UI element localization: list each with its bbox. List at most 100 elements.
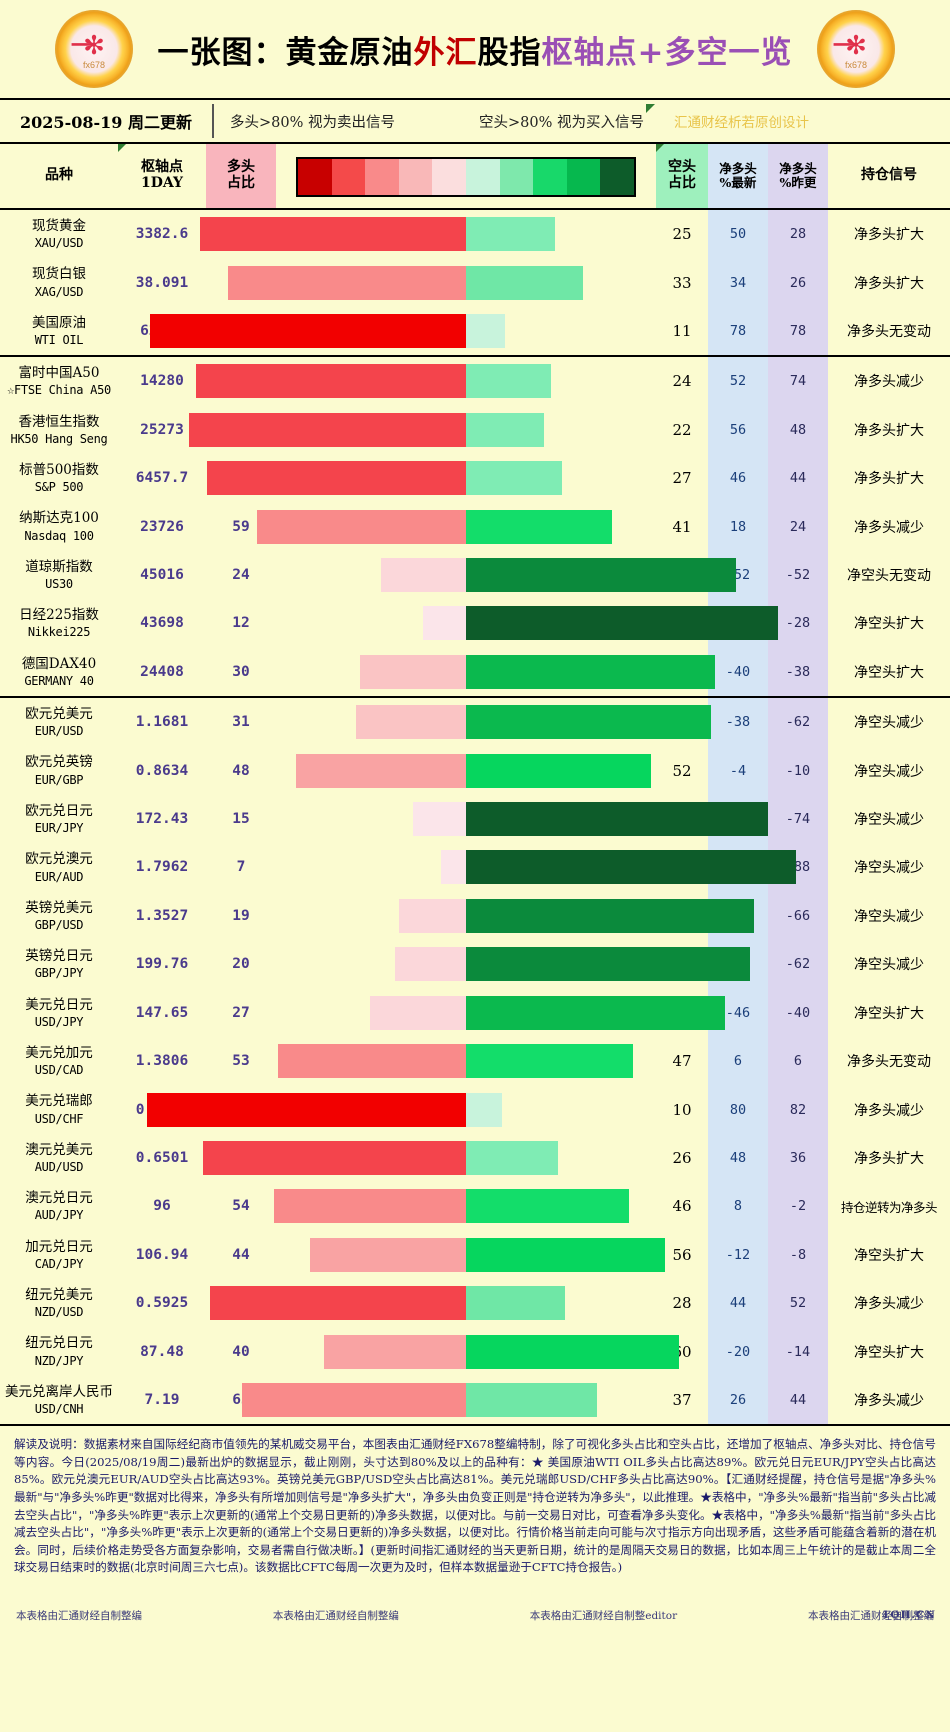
cell-net-prev: 48 [768,405,828,455]
col-header-short-label: 空头 [668,159,696,176]
header-banner: 一 ✻ fx678 一张图：黄金原油外汇股指枢轴点+多空一览 一 ✻ fx678 [0,0,950,100]
cell-net-latest: 52 [708,356,768,406]
col-header-pivot: 枢轴点 1DAY [118,144,206,210]
cell-net-latest: 8 [708,1182,768,1231]
cell-short-pct: 27 [656,454,708,503]
cell-instrument: 富时中国A50 ☆FTSE China A50 [0,356,118,406]
scale-swatch-9 [600,158,634,195]
logo-text: fx678 [844,59,868,70]
instrument-name-cn: 日经225指数 [19,607,99,624]
cell-long-pct: 15 [206,794,276,844]
cell-signal: 净空头减少 [828,794,950,844]
cell-signal: 净多头扩大 [828,454,950,503]
cell-net-latest: 18 [708,502,768,551]
cell-sentiment-bar [150,306,656,358]
footer-credits: 本表格由汇通财经自制整编 本表格由汇通财经自制整编 本表格由汇通财经自制整edi… [0,1581,950,1623]
cell-sentiment-bar [276,1327,679,1376]
cell-net-latest: 46 [708,454,768,503]
cell-net-latest: 80 [708,1085,768,1134]
bar-short [466,461,562,496]
cell-signal: 净空头无变动 [828,550,950,600]
instrument-name-cn: 富时中国A50 [18,365,100,382]
bar-long [441,850,466,885]
cell-long-pct: 24 [206,550,276,600]
instrument-name-en: GBP/USD [34,917,84,932]
cell-net-latest: 44 [708,1278,768,1328]
cell-instrument: 欧元兑英镑 EUR/GBP [0,746,118,795]
cell-signal: 净空头扩大 [828,988,950,1037]
table-header-row: 品种 枢轴点 1DAY 多头 占比 [0,144,950,210]
bar-short [466,802,768,837]
bar-long [324,1334,466,1369]
cell-net-prev: 78 [768,306,828,358]
cell-long-pct: 30 [206,647,276,699]
table-row: 纳斯达克100 Nasdaq 100 23726 59 41 18 24 净多头减少 [0,502,950,551]
cell-sentiment-bar [242,1375,656,1427]
scale-swatch-0 [298,158,332,195]
cell-pivot: 0.6501 [118,1133,206,1183]
cell-sentiment-bar [276,1036,656,1086]
cell-sentiment-bar [210,1278,656,1328]
cell-long-pct: 48 [206,746,276,795]
instrument-name-cn: 美元兑瑞郎 [25,1093,93,1110]
table-row: 美元兑离岸人民币 USD/CNH 7.19 63 37 26 44 净多头减少 [0,1375,950,1427]
bar-short [466,412,545,447]
cell-instrument: 欧元兑美元 EUR/USD [0,697,118,747]
cell-net-latest: 56 [708,405,768,455]
cell-short-pct: 37 [656,1375,708,1427]
instrument-name-cn: 美元兑加元 [25,1044,93,1061]
cell-pivot: 7.19 [118,1375,206,1427]
title-part-3: 股指 [477,34,542,71]
cell-instrument: 纽元兑美元 NZD/USD [0,1278,118,1328]
cell-pivot: 6457.7 [118,454,206,503]
instrument-name-cn: 现货黄金 [32,218,86,234]
col-header-name-label: 品种 [45,167,73,184]
cell-net-prev: 52 [768,1278,828,1328]
instrument-name-en: USD/CHF [34,1111,84,1126]
cell-net-prev: 82 [768,1085,828,1134]
cell-signal: 净空头减少 [828,697,950,747]
cell-signal: 净空头扩大 [828,1230,950,1279]
watermark: 1QH.CN [882,1609,936,1622]
scale-swatch-3 [398,158,433,195]
instrument-name-cn: 纽元兑日元 [25,1335,93,1352]
cell-signal: 净空头减少 [828,746,950,795]
cell-net-prev: -66 [768,891,828,941]
cell-pivot: 0.5925 [118,1278,206,1328]
cell-long-pct: 20 [206,940,276,989]
page-title: 一张图：黄金原油外汇股指枢轴点+多空一览 [158,27,793,72]
instrument-name-cn: 澳元兑美元 [25,1141,93,1158]
bar-short [466,1382,598,1417]
instrument-name-en: Nasdaq 100 [24,528,94,543]
cell-net-prev: 44 [768,454,828,503]
bar-short [466,1237,665,1272]
cell-long-pct: 31 [206,697,276,747]
instrument-name-cn: 德国DAX40 [21,655,97,672]
cell-signal: 净空头减少 [828,940,950,989]
instrument-name-en: S&P 500 [34,480,84,495]
col-header-signal: 持仓信号 [828,144,950,210]
cell-signal: 净多头扩大 [828,258,950,307]
cell-short-pct: 11 [656,306,708,358]
col-header-short: 空头 占比 [656,144,708,210]
bar-long [309,1237,466,1272]
cell-instrument: 纳斯达克100 Nasdaq 100 [0,502,118,551]
instrument-name-cn: 英镑兑美元 [25,899,93,916]
cell-pivot: 43698 [118,599,206,648]
col-header-long: 多头 占比 [206,144,276,210]
bar-long [370,995,466,1030]
cell-instrument: 英镑兑日元 GBP/JPY [0,940,118,989]
bar-long [196,364,466,399]
cell-net-latest: -40 [708,647,768,699]
cell-pivot: 96 [118,1182,206,1231]
cell-sentiment-bar [276,891,754,941]
